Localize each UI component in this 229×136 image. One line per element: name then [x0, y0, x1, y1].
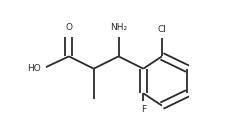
Text: Cl: Cl: [158, 25, 166, 34]
Text: NH₂: NH₂: [110, 23, 127, 32]
Text: O: O: [65, 23, 72, 32]
Text: F: F: [141, 105, 146, 114]
Text: HO: HO: [27, 64, 41, 73]
